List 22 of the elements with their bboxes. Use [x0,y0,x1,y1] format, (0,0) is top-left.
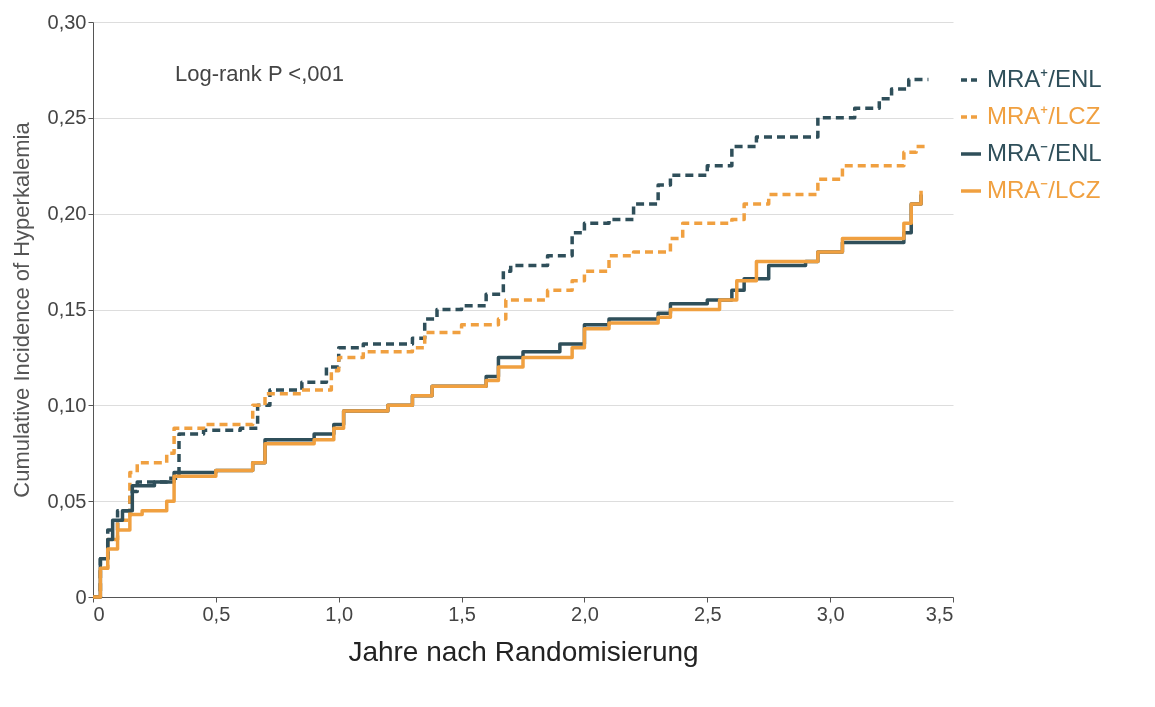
y-tick-label: 0,15 [47,298,87,320]
y-axis-title: Cumulative Incidence of Hyperkalemia [8,121,34,498]
x-axis-title: Jahre nach Randomisierung [348,635,699,667]
x-tick-label: 3,5 [925,602,954,625]
y-tick-label: 0,05 [47,489,87,512]
legend-label: MRA⁺/LCZ [987,102,1101,129]
annotation: Log-rank P <,001 [175,61,344,86]
x-tick-label: 1,0 [325,602,354,625]
legend-label: MRA⁻/ENL [987,139,1102,166]
x-tick-label: 2,0 [571,602,599,625]
x-tick-label: 0,5 [202,602,231,625]
y-tick-label: 0,25 [47,106,87,129]
x-tick-label: 1,5 [448,602,476,625]
x-tick-label: 0 [93,602,105,625]
x-tick-label: 3,0 [816,602,845,625]
y-tick-label: 0 [75,585,87,608]
x-tick-label: 2,5 [693,602,722,625]
legend-label: MRA⁺/ENL [987,65,1102,92]
y-tick-label: 0,10 [47,393,87,416]
y-tick-label: 0,30 [47,10,87,33]
legend-label: MRA⁻/LCZ [987,176,1101,203]
y-tick-label: 0,20 [47,202,87,225]
